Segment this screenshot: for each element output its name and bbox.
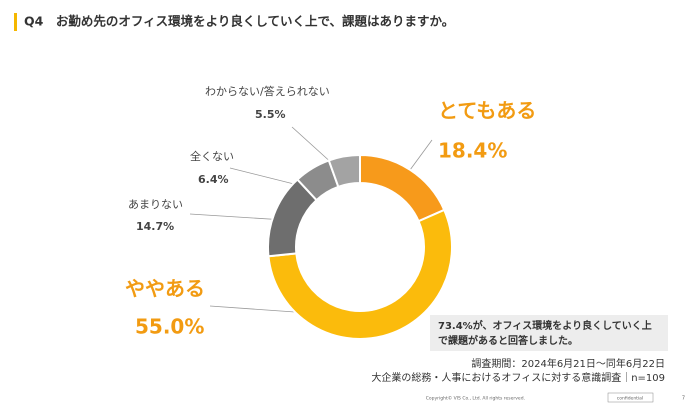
tag-box bbox=[607, 392, 654, 403]
category-label: あまりない bbox=[128, 198, 183, 211]
value-label: 6.4% bbox=[198, 173, 229, 186]
title: Q4 お勤め先のオフィス環境をより良くしていく上で、課題はありますか。 bbox=[24, 14, 454, 29]
page-number: 7 bbox=[682, 396, 685, 402]
value-label: 14.7% bbox=[136, 220, 174, 233]
title-bar bbox=[14, 13, 17, 31]
note-line: 73.4%が、オフィス環境をより良くしていく上 bbox=[438, 319, 652, 332]
note-line: で課題があると回答しました。 bbox=[438, 334, 578, 347]
copyright: Copyright© VIS Co., Ltd. All rights rese… bbox=[426, 395, 525, 402]
tag: confidential bbox=[617, 396, 643, 402]
donut-slice bbox=[327, 153, 361, 189]
leader bbox=[189, 213, 286, 221]
value-label: 5.5% bbox=[255, 108, 286, 121]
category-label: とてもある bbox=[438, 99, 536, 123]
category-label: 全くない bbox=[190, 149, 234, 163]
category-label: わからない/答えられない bbox=[205, 84, 330, 98]
source-line: 大企業の総務・人事におけるオフィスに対する意識調査｜n=109 bbox=[371, 371, 665, 384]
value-label: 18.4% bbox=[438, 139, 507, 163]
value-label: 55.0% bbox=[135, 315, 204, 339]
source-line: 調査期間：2024年6月21日〜同年6月22日 bbox=[471, 357, 665, 370]
leader bbox=[409, 139, 433, 171]
category-label: ややある bbox=[125, 277, 205, 301]
donut-slice bbox=[267, 208, 453, 341]
note-box bbox=[430, 315, 668, 351]
